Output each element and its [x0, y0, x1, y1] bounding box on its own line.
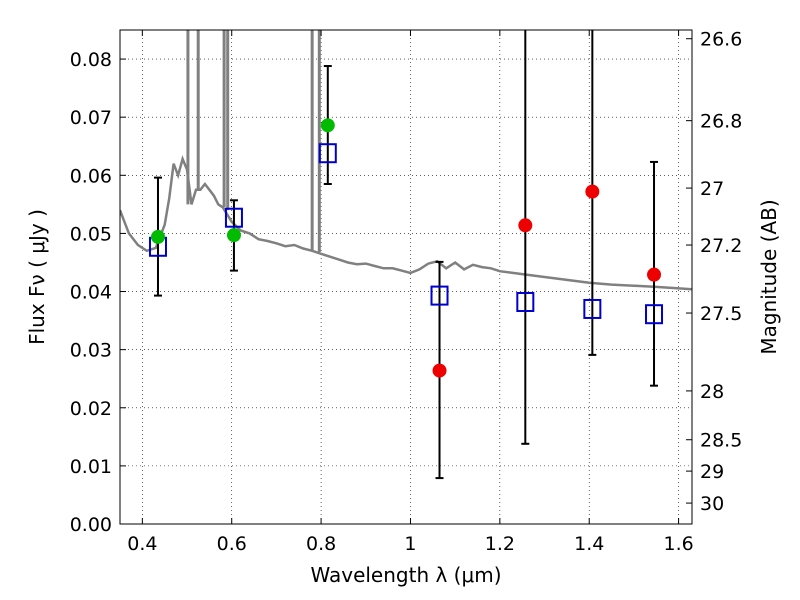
x-axis-label: Wavelength λ (μm) — [310, 563, 501, 587]
y2-tick-label: 29 — [700, 461, 724, 483]
observed-flux-point — [320, 118, 335, 133]
y2-tick-label: 28 — [700, 381, 724, 403]
y2-axis-label: Magnitude (AB) — [757, 199, 781, 354]
y-tick-label: 0.01 — [70, 456, 112, 478]
observed-flux-point — [150, 229, 165, 244]
model-flux-box — [583, 298, 602, 319]
y2-tick-label: 30 — [700, 493, 724, 515]
y-tick-label: 0.05 — [70, 223, 112, 245]
x-tick-label: 1.2 — [485, 533, 515, 555]
observed-flux-point — [518, 218, 533, 233]
x-tick-label: 1.4 — [574, 533, 604, 555]
observed-flux-point — [585, 184, 600, 199]
x-tick-label: 0.4 — [127, 533, 157, 555]
y2-tick-label: 26.8 — [700, 111, 742, 133]
plot-frame — [119, 29, 693, 525]
x-tick-label: 1.6 — [663, 533, 693, 555]
y2-tick-label: 28.5 — [700, 430, 742, 452]
model-flux-box — [224, 207, 243, 228]
observed-flux-point — [432, 363, 447, 378]
y-tick-label: 0.07 — [70, 107, 112, 129]
y-axis-label: Flux Fν ( μJy ) — [25, 209, 49, 345]
model-flux-box — [645, 304, 664, 325]
x-tick-label: 1 — [404, 533, 416, 555]
y-tick-label: 0.08 — [70, 49, 112, 71]
observed-flux-point — [226, 228, 241, 243]
plot-area — [120, 30, 692, 480]
y-tick-label: 0.06 — [70, 165, 112, 187]
y-tick-label: 0.03 — [70, 340, 112, 362]
y2-tick-label: 27.5 — [700, 303, 742, 325]
y-tick-label: 0.00 — [70, 514, 112, 536]
model-flux-box — [318, 143, 337, 164]
y-tick-label: 0.02 — [70, 398, 112, 420]
model-flux-box — [516, 291, 535, 312]
y2-tick-label: 26.6 — [700, 29, 742, 51]
y2-tick-label: 27 — [700, 178, 724, 200]
model-flux-box — [430, 285, 449, 306]
y-tick-label: 0.04 — [70, 282, 112, 304]
axis-ticks: 0.4 0.6 0.8 1 1.2 1.4 1.6 0.00 0.01 0.02 0.03 0.04 0… — [70, 29, 743, 555]
grid-lines — [120, 30, 692, 524]
model-spectrum-line — [120, 155, 692, 291]
x-tick-label: 0.6 — [217, 533, 247, 555]
x-tick-label: 0.8 — [306, 533, 336, 555]
y2-tick-label: 27.2 — [700, 235, 742, 257]
observed-flux-point — [647, 267, 662, 282]
